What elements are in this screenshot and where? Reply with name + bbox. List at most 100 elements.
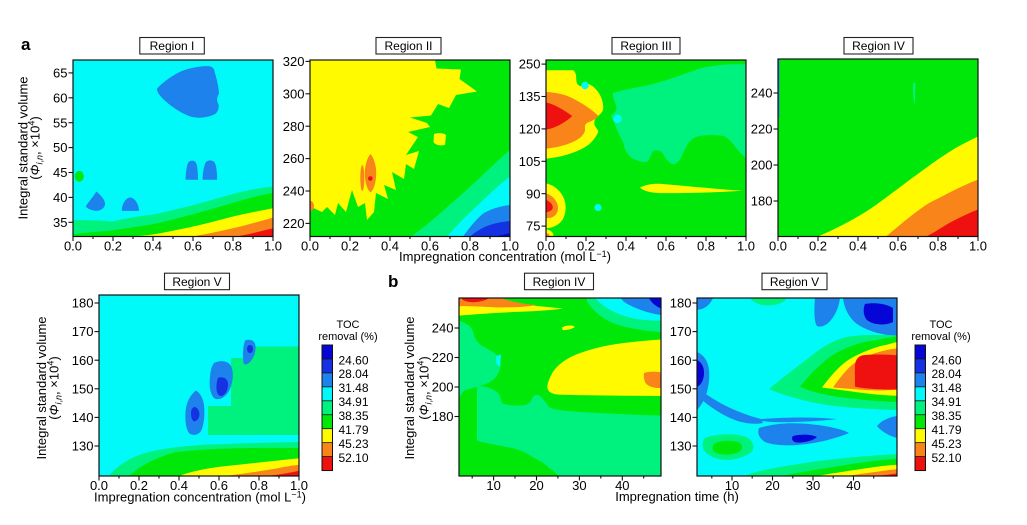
svg-text:0.2: 0.2 (341, 238, 359, 253)
svg-text:0.8: 0.8 (697, 238, 715, 253)
svg-text:280: 280 (283, 119, 305, 134)
svg-text:Region IV: Region IV (852, 39, 905, 53)
svg-text:38.35: 38.35 (339, 409, 369, 423)
svg-text:31.48: 31.48 (932, 381, 962, 395)
svg-text:52.10: 52.10 (932, 451, 962, 465)
svg-text:140: 140 (72, 410, 94, 425)
svg-text:60: 60 (53, 90, 67, 105)
svg-text:28.04: 28.04 (932, 367, 962, 381)
svg-text:0.2: 0.2 (809, 238, 827, 253)
svg-text:24.60: 24.60 (932, 353, 962, 367)
svg-text:180: 180 (432, 409, 454, 424)
svg-text:b: b (388, 272, 398, 291)
svg-text:TOC: TOC (929, 319, 952, 331)
svg-text:0.6: 0.6 (184, 238, 202, 253)
svg-text:170: 170 (72, 324, 94, 339)
svg-text:removal (%): removal (%) (318, 331, 377, 343)
svg-text:45.23: 45.23 (932, 437, 962, 451)
svg-text:30: 30 (806, 478, 820, 493)
svg-text:300: 300 (283, 86, 305, 101)
svg-text:30: 30 (572, 478, 586, 493)
svg-text:260: 260 (283, 151, 305, 166)
svg-text:0.6: 0.6 (657, 238, 675, 253)
svg-text:50: 50 (53, 140, 67, 155)
svg-text:0.0: 0.0 (90, 478, 108, 493)
svg-text:150: 150 (670, 381, 692, 396)
svg-text:Region IV: Region IV (533, 275, 586, 289)
svg-text:52.10: 52.10 (339, 451, 369, 465)
svg-text:200: 200 (751, 158, 773, 173)
svg-text:(Φi,n, ×104): (Φi,n, ×104) (416, 356, 434, 419)
svg-text:Region II: Region II (384, 39, 432, 53)
svg-text:Region III: Region III (620, 39, 671, 53)
svg-text:0.0: 0.0 (301, 238, 319, 253)
svg-text:35: 35 (53, 215, 67, 230)
svg-text:40: 40 (846, 478, 860, 493)
svg-text:220: 220 (751, 122, 773, 137)
svg-text:180: 180 (72, 296, 94, 311)
svg-text:41.79: 41.79 (932, 423, 962, 437)
svg-text:240: 240 (283, 184, 305, 199)
svg-text:75: 75 (526, 219, 540, 234)
svg-text:Impregnation concentration (mo: Impregnation concentration (mol L−1) (94, 490, 306, 505)
svg-text:1.0: 1.0 (501, 238, 519, 253)
svg-text:45.23: 45.23 (339, 437, 369, 451)
svg-text:34.91: 34.91 (932, 395, 962, 409)
svg-text:220: 220 (283, 216, 305, 231)
svg-text:0.6: 0.6 (889, 238, 907, 253)
svg-text:0.8: 0.8 (224, 238, 242, 253)
svg-text:(Φi,n, ×104): (Φi,n, ×104) (46, 356, 64, 419)
svg-text:28.04: 28.04 (339, 367, 369, 381)
svg-text:10: 10 (486, 478, 500, 493)
svg-text:0.8: 0.8 (929, 238, 947, 253)
svg-text:34.91: 34.91 (339, 395, 369, 409)
svg-text:240: 240 (432, 321, 454, 336)
svg-text:130: 130 (670, 439, 692, 454)
svg-text:0.4: 0.4 (144, 238, 162, 253)
svg-text:0.4: 0.4 (617, 238, 635, 253)
svg-text:38.35: 38.35 (932, 409, 962, 423)
svg-text:250: 250 (519, 57, 541, 72)
svg-text:20: 20 (529, 478, 543, 493)
svg-text:(Φi,n, ×104): (Φi,n, ×104) (27, 116, 45, 179)
svg-text:45: 45 (53, 165, 67, 180)
svg-text:0.4: 0.4 (849, 238, 867, 253)
svg-text:24.60: 24.60 (339, 353, 369, 367)
svg-text:1.0: 1.0 (969, 238, 987, 253)
svg-text:40: 40 (615, 478, 629, 493)
svg-text:135: 135 (519, 89, 541, 104)
svg-text:1.0: 1.0 (290, 478, 308, 493)
svg-text:Region V: Region V (172, 275, 221, 289)
svg-text:1.0: 1.0 (737, 238, 755, 253)
svg-text:200: 200 (432, 380, 454, 395)
svg-text:120: 120 (519, 122, 541, 137)
svg-text:Region I: Region I (150, 39, 195, 53)
svg-text:Region V: Region V (770, 275, 819, 289)
svg-text:320: 320 (283, 54, 305, 69)
svg-text:55: 55 (53, 115, 67, 130)
svg-text:Impregnation time (h): Impregnation time (h) (615, 489, 739, 504)
svg-text:90: 90 (526, 186, 540, 201)
svg-text:140: 140 (670, 410, 692, 425)
svg-text:0.8: 0.8 (461, 238, 479, 253)
svg-text:0.0: 0.0 (64, 238, 82, 253)
svg-text:a: a (21, 35, 31, 54)
svg-text:130: 130 (72, 439, 94, 454)
svg-text:Integral standard volume: Integral standard volume (16, 76, 31, 219)
svg-text:0.0: 0.0 (769, 238, 787, 253)
svg-text:TOC: TOC (336, 319, 359, 331)
svg-text:65: 65 (53, 66, 67, 81)
svg-text:0.4: 0.4 (381, 238, 399, 253)
svg-text:240: 240 (751, 86, 773, 101)
svg-text:Integral standard volume: Integral standard volume (402, 316, 417, 459)
svg-text:40: 40 (53, 190, 67, 205)
svg-text:0.8: 0.8 (250, 478, 268, 493)
svg-text:removal (%): removal (%) (911, 331, 970, 343)
svg-text:Integral standard volume: Integral standard volume (34, 316, 49, 459)
svg-text:0.4: 0.4 (170, 478, 188, 493)
svg-text:20: 20 (765, 478, 779, 493)
svg-text:160: 160 (72, 353, 94, 368)
svg-text:180: 180 (670, 296, 692, 311)
svg-text:10: 10 (725, 478, 739, 493)
svg-text:150: 150 (72, 381, 94, 396)
